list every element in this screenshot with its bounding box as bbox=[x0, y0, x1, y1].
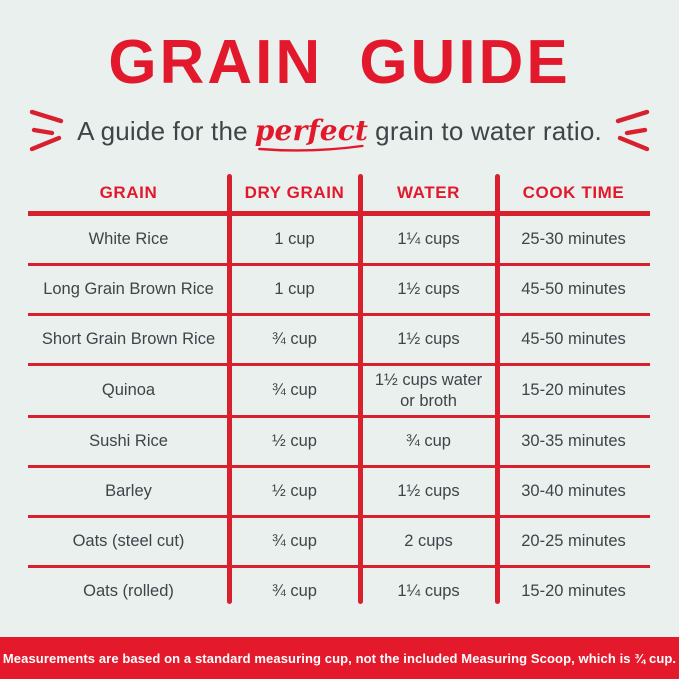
cell-grain: Barley bbox=[105, 482, 152, 501]
cell-cook-time: 25-30 minutes bbox=[521, 230, 626, 249]
subtitle-highlight-text: perfect bbox=[254, 113, 369, 147]
swash-underline-icon bbox=[257, 144, 364, 152]
column-divider bbox=[358, 174, 363, 604]
table-header-row: GRAIN DRY GRAIN WATER COOK TIME bbox=[28, 174, 650, 216]
cell-water: 1¼ cups bbox=[397, 230, 460, 249]
subtitle-highlight: perfect bbox=[254, 113, 369, 152]
cell-cook-time: 45-50 minutes bbox=[521, 280, 626, 299]
cell-water: 1½ cups bbox=[397, 330, 460, 349]
column-header-grain: GRAIN bbox=[99, 182, 158, 202]
column-divider bbox=[227, 174, 232, 604]
cell-cook-time: 20-25 minutes bbox=[521, 532, 626, 551]
footer-note: Measurements are based on a standard mea… bbox=[2, 650, 677, 666]
cell-cook-time: 30-35 minutes bbox=[521, 432, 626, 451]
cell-water: ¾ cup bbox=[406, 432, 451, 451]
grain-table: GRAIN DRY GRAIN WATER COOK TIME White Rice 1… bbox=[28, 174, 650, 615]
cell-dry-grain: ½ cup bbox=[272, 432, 317, 451]
cell-grain: Oats (rolled) bbox=[83, 582, 174, 601]
cell-cook-time: 15-20 minutes bbox=[521, 381, 626, 400]
cell-cook-time: 15-20 minutes bbox=[521, 582, 626, 601]
table-row: Long Grain Brown Rice 1 cup 1½ cups 45-50 m… bbox=[28, 263, 650, 313]
subtitle-prefix: A guide for the bbox=[77, 115, 248, 146]
column-header-water: WATER bbox=[396, 182, 461, 202]
column-divider bbox=[495, 174, 500, 604]
cell-cook-time: 30-40 minutes bbox=[521, 482, 626, 501]
table-row: Oats (steel cut) ¾ cup 2 cups 20-25 minutes bbox=[28, 515, 650, 565]
table-row: White Rice 1 cup 1¼ cups 25-30 minutes bbox=[28, 216, 650, 263]
cell-dry-grain: ¾ cup bbox=[272, 532, 317, 551]
subtitle-row: A guide for the perfect grain to water ra… bbox=[0, 107, 679, 153]
emphasis-spark-left-icon bbox=[29, 109, 64, 152]
cell-water: 2 cups bbox=[404, 532, 453, 551]
cell-water: 1½ cups bbox=[397, 280, 460, 299]
table-row: Sushi Rice ½ cup ¾ cup 30-35 minutes bbox=[28, 415, 650, 465]
cell-cook-time: 45-50 minutes bbox=[521, 330, 626, 349]
table-row: Short Grain Brown Rice ¾ cup 1½ cups 45-50 … bbox=[28, 313, 650, 363]
cell-water: 1½ cups bbox=[397, 482, 460, 501]
cell-grain: Oats (steel cut) bbox=[72, 532, 185, 551]
table-body: White Rice 1 cup 1¼ cups 25-30 minutes Long … bbox=[28, 216, 650, 615]
cell-grain: Sushi Rice bbox=[89, 432, 168, 451]
cell-dry-grain: ½ cup bbox=[272, 482, 317, 501]
subtitle-suffix: grain to water ratio. bbox=[375, 115, 602, 146]
cell-grain: Long Grain Brown Rice bbox=[43, 280, 214, 299]
table-row: Oats (rolled) ¾ cup 1¼ cups 15-20 minutes bbox=[28, 565, 650, 615]
footer-note-bar: Measurements are based on a standard mea… bbox=[0, 637, 679, 679]
cell-dry-grain: ¾ cup bbox=[272, 381, 317, 400]
cell-grain: Quinoa bbox=[101, 381, 156, 400]
subtitle: A guide for the perfect grain to water ra… bbox=[77, 113, 602, 152]
cell-grain: White Rice bbox=[88, 230, 169, 249]
column-header-dry-grain: DRY GRAIN bbox=[244, 182, 345, 202]
column-header-cook-time: COOK TIME bbox=[522, 182, 625, 202]
emphasis-spark-right-icon bbox=[615, 109, 650, 152]
cell-dry-grain: ¾ cup bbox=[272, 330, 317, 349]
table-row: Barley ½ cup 1½ cups 30-40 minutes bbox=[28, 465, 650, 515]
table-row: Quinoa ¾ cup 1½ cups water or broth 15-20 m… bbox=[28, 363, 650, 415]
cell-dry-grain: 1 cup bbox=[274, 280, 315, 299]
cell-water: 1½ cups water or broth bbox=[374, 371, 483, 410]
cell-grain: Short Grain Brown Rice bbox=[41, 330, 216, 349]
cell-water: 1¼ cups bbox=[397, 582, 460, 601]
cell-dry-grain: 1 cup bbox=[274, 230, 315, 249]
cell-dry-grain: ¾ cup bbox=[272, 582, 317, 601]
page-title: GRAIN GUIDE bbox=[108, 28, 571, 97]
